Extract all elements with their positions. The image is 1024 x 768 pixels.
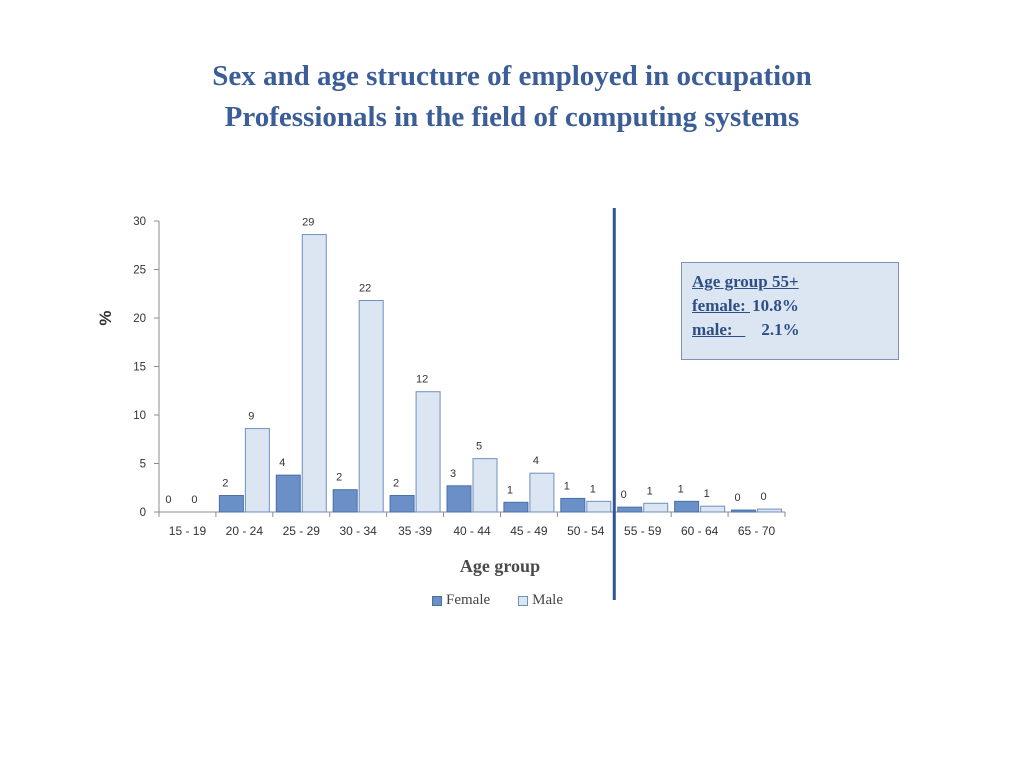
data-label-female: 0	[621, 489, 627, 501]
data-label-female: 1	[507, 484, 513, 496]
info-box-female-value: 10.8%	[752, 296, 799, 315]
bar-male	[757, 508, 783, 513]
data-label-female: 1	[678, 483, 684, 495]
bar-male	[358, 300, 384, 513]
bar-male	[643, 502, 669, 513]
bar-male	[529, 472, 555, 513]
data-label-female: 4	[279, 457, 285, 469]
y-tick-label: 15	[133, 362, 146, 374]
data-label-male: 4	[533, 455, 539, 467]
data-label-female: 2	[393, 478, 399, 490]
data-label-male: 9	[248, 411, 254, 423]
data-label-male: 22	[359, 283, 371, 295]
x-tick-label: 20 - 24	[226, 524, 264, 538]
info-box-male-row: male: 2.1%	[692, 318, 888, 342]
data-label-male: 5	[476, 441, 482, 453]
legend-swatch-female	[432, 595, 442, 606]
bar-female	[617, 506, 643, 513]
bar-male	[244, 428, 270, 513]
x-tick-label: 30 - 34	[340, 524, 378, 538]
bar-female	[446, 485, 472, 513]
info-box-heading: Age group 55+	[692, 272, 799, 291]
y-tick-label: 25	[133, 265, 146, 277]
title-line-2: Professionals in the field of computing …	[224, 101, 800, 133]
y-tick-label: 30	[133, 216, 146, 228]
y-axis-title: %	[96, 310, 115, 326]
x-tick-label: 50 - 54	[567, 524, 605, 538]
legend-label-female: Female	[446, 592, 491, 608]
title-line-1: Sex and age structure of employed in occ…	[212, 60, 812, 92]
legend-item-female: Female	[432, 592, 490, 609]
x-tick-label: 40 - 44	[453, 524, 491, 538]
data-label-male: 0	[760, 491, 766, 503]
bar-female	[674, 500, 700, 513]
bar-female	[731, 509, 757, 513]
x-tick-label: 55 - 59	[624, 524, 662, 538]
x-tick-label: 25 - 29	[283, 524, 321, 538]
bar-male	[415, 391, 441, 513]
bar-female	[275, 474, 301, 513]
y-tick-label: 20	[133, 313, 146, 325]
data-label-male: 0	[191, 494, 197, 506]
data-label-male: 29	[302, 217, 314, 229]
info-box-female-row: female: 10.8%	[692, 294, 888, 318]
legend-swatch-male	[518, 595, 529, 606]
data-label-female: 0	[734, 492, 740, 504]
legend: Female Male	[432, 592, 563, 609]
bar-male	[472, 458, 498, 513]
info-box-female-label: female:	[692, 296, 751, 315]
bar-male	[700, 505, 726, 513]
chart-title: Sex and age structure of employed in occ…	[0, 56, 1024, 138]
bar-male	[586, 500, 612, 513]
bar-female	[218, 495, 244, 513]
bar-female	[389, 495, 415, 513]
y-tick-label: 10	[133, 410, 146, 422]
bar-female	[560, 497, 586, 513]
bar-female	[332, 489, 358, 513]
age-55-plus-info-box: Age group 55+ female: 10.8% male: 2.1%	[681, 262, 899, 360]
data-label-male: 1	[704, 488, 710, 500]
x-tick-label: 15 - 19	[169, 524, 207, 538]
data-label-female: 3	[450, 468, 456, 480]
x-tick-label: 60 - 64	[681, 524, 719, 538]
data-label-female: 2	[336, 472, 342, 484]
y-tick-label: 0	[140, 507, 146, 519]
data-label-male: 1	[647, 485, 653, 497]
x-tick-label: 35 -39	[398, 524, 432, 538]
data-label-female: 0	[165, 494, 171, 506]
info-box-male-label: male:	[692, 320, 746, 339]
x-tick-label: 65 - 70	[738, 524, 776, 538]
x-tick-label: 45 - 49	[510, 524, 548, 538]
data-label-male: 1	[590, 483, 596, 495]
data-label-female: 2	[222, 478, 228, 490]
legend-label-male: Male	[532, 592, 563, 608]
bar-male	[301, 234, 327, 513]
data-label-male: 12	[416, 374, 428, 386]
legend-item-male: Male	[518, 592, 563, 609]
y-tick-label: 5	[140, 459, 146, 471]
bar-female	[503, 501, 529, 513]
data-label-female: 1	[564, 480, 570, 492]
info-box-male-value: 2.1%	[761, 320, 800, 339]
x-axis-title: Age group	[459, 556, 541, 576]
